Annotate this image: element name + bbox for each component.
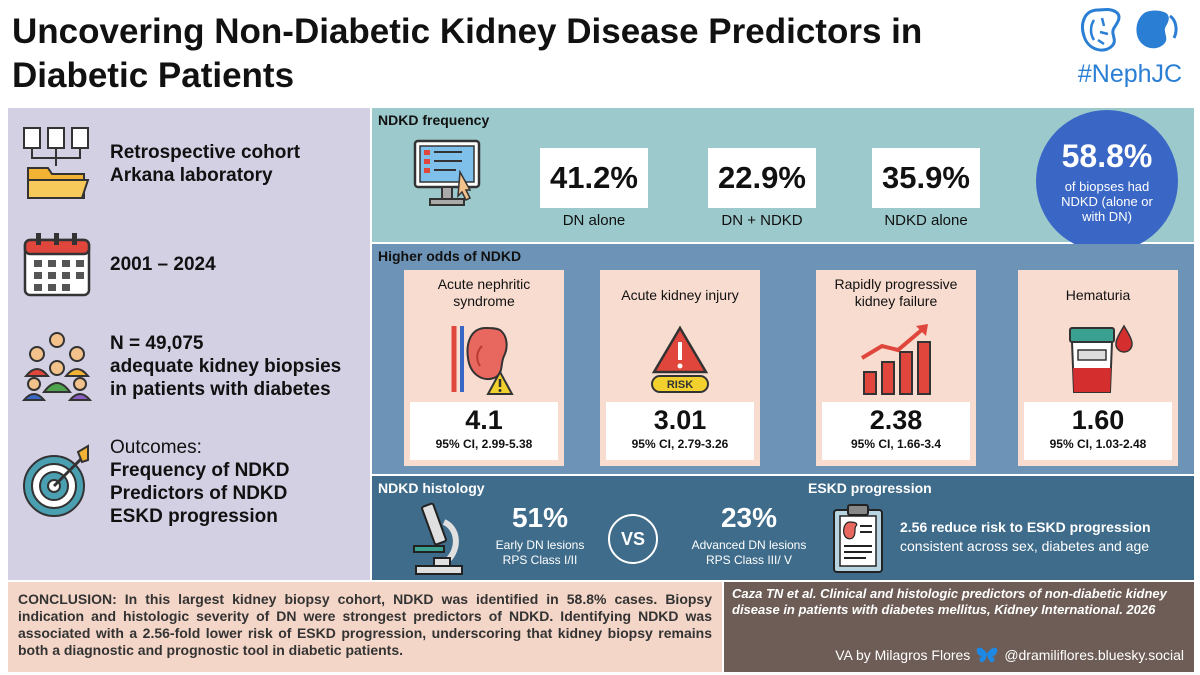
odds-ci: 95% CI, 1.03-2.48 (1049, 437, 1147, 451)
rising-bars-icon (860, 324, 931, 395)
odds-ratio-value: 4.1 (465, 405, 503, 435)
risk-alarm-icon: RISK (651, 325, 709, 393)
page-title: Uncovering Non-Diabetic Kidney Disease P… (12, 12, 923, 95)
outcomes-text: Outcomes: Frequency of NDKD Predictors o… (110, 436, 289, 528)
outcomes-heading: Outcomes: (110, 437, 202, 458)
dn-alone-caption: DN alone (562, 212, 626, 229)
sample-line3: in patients with diabetes (110, 378, 331, 400)
ndkd-frequency-panel: NDKD frequency 41.2% DN alone 22.9% DN +… (372, 108, 1194, 252)
advanced-lesions-line1: Advanced DN lesions (691, 538, 807, 552)
outcome-item: Frequency of NDKD (110, 460, 290, 481)
versus-badge: VS (608, 514, 658, 564)
outcome-item: Predictors of NDKD (110, 483, 288, 504)
odds-card-title: Acute kidney injury (621, 287, 739, 303)
early-lesions-line1: Early DN lesions (495, 538, 585, 552)
microscope-icon (413, 502, 463, 575)
nephjc-logo: #NephJC (1070, 6, 1190, 102)
cohort-line1: Retrospective cohort (110, 142, 301, 163)
advanced-lesions-pct: 23% (720, 502, 778, 533)
odds-ratio-value: 1.60 (1071, 405, 1125, 435)
odds-ci: 95% CI, 2.99-5.38 (435, 437, 533, 451)
period-row: 2001 – 2024 (22, 230, 367, 298)
urine-sample-icon (1069, 324, 1133, 393)
target-icon (23, 444, 89, 517)
sample-row: N = 49,075 adequate kidney biopsies in p… (22, 330, 367, 402)
odds-ci: 95% CI, 1.66-3.4 (850, 437, 942, 451)
odds-card-nephritic: Acute nephritic syndrome 4.1 95% CI, 2.9… (404, 270, 564, 466)
advanced-lesions-line2: RPS Class III/ V (705, 553, 793, 567)
people-group-icon (22, 332, 92, 401)
eskd-label: ESKD progression (808, 480, 932, 496)
odds-card-title: Acute nephritic syndrome (437, 276, 531, 309)
nephjc-tag: #NephJC (1077, 60, 1183, 88)
odds-card-value-box: 4.1 95% CI, 2.99-5.38 (410, 402, 558, 460)
cohort-line2: Arkana laboratory (110, 165, 273, 186)
eskd-line1: 2.56 reduce risk to ESKD progression (900, 519, 1151, 535)
dn-ndkd-caption: DN + NDKD (721, 212, 803, 229)
svg-text:RISK: RISK (667, 379, 693, 391)
odds-card-value-box: 2.38 95% CI, 1.66-3.4 (822, 402, 970, 460)
sample-text: N = 49,075 adequate kidney biopsies in p… (110, 332, 341, 401)
early-lesions-pct: 51% (511, 502, 569, 533)
study-design-panel: Retrospective cohort Arkana laboratory 2… (8, 108, 370, 580)
outcome-item: ESKD progression (110, 506, 278, 527)
clipboard-report-icon (833, 504, 883, 573)
dn-ndkd-value: 22.9% (708, 148, 816, 208)
kidney-warning-icon (451, 326, 514, 395)
author-credit: VA by Milagros Flores @dramiliflores.blu… (835, 646, 1184, 664)
dn-alone-value: 41.2% (540, 148, 648, 208)
folder-documents-icon (23, 127, 90, 199)
higher-odds-panel: Higher odds of NDKD Acute nephritic synd… (372, 244, 1194, 474)
odds-card-value-box: 1.60 95% CI, 1.03-2.48 (1024, 402, 1172, 460)
reference-panel: Caza TN et al. Clinical and histologic p… (724, 582, 1194, 672)
odds-ratio-value: 3.01 (653, 405, 707, 435)
early-lesions-line2: RPS Class I/II (502, 553, 578, 567)
histology-panel: NDKD histology 51% Early DN lesions RPS … (372, 476, 1194, 580)
odds-card-hematuria: Hematuria 1.60 95% CI, 1.03-2.48 (1018, 270, 1178, 466)
odds-card-title: Rapidly progressive kidney failure (834, 276, 958, 309)
computer-report-icon (413, 139, 481, 206)
histology-label: NDKD histology (378, 480, 485, 496)
eskd-line2: consistent across sex, diabetes and age (900, 538, 1150, 554)
odds-ratio-value: 2.38 (869, 405, 923, 435)
cohort-text: Retrospective cohort Arkana laboratory (110, 141, 300, 187)
butterfly-icon (977, 647, 998, 663)
kidney-icon (1081, 8, 1178, 52)
odds-card-value-box: 3.01 95% CI, 2.79-3.26 (606, 402, 754, 460)
ndkd-summary-circle: 58.8% of biopses had NDKD (alone or with… (1036, 110, 1178, 252)
ndkd-summary-text: of biopses had NDKD (alone or with DN) (1061, 179, 1153, 224)
ndkd-alone-caption: NDKD alone (884, 212, 968, 229)
ndkd-alone-value: 35.9% (872, 148, 980, 208)
cohort-row: Retrospective cohort Arkana laboratory (22, 126, 367, 202)
calendar-icon (23, 233, 91, 297)
odds-ci: 95% CI, 2.79-3.26 (631, 437, 729, 451)
conclusion-text: CONCLUSION: In this largest kidney biops… (8, 582, 722, 672)
author-handle: @dramiliflores.bluesky.social (1004, 647, 1184, 663)
ndkd-summary-value: 58.8% (1061, 138, 1153, 174)
odds-label: Higher odds of NDKD (378, 248, 522, 264)
citation-text: Caza TN et al. Clinical and histologic p… (732, 586, 1167, 617)
author-name: VA by Milagros Flores (835, 647, 971, 663)
outcomes-row: Outcomes: Frequency of NDKD Predictors o… (22, 436, 367, 528)
frequency-label: NDKD frequency (378, 112, 490, 128)
odds-card-aki: Acute kidney injury RISK 3.01 95% CI, 2.… (600, 270, 760, 466)
period-text: 2001 – 2024 (110, 253, 216, 275)
sample-line2: adequate kidney biopsies (110, 355, 342, 377)
sample-line1: N = 49,075 (110, 332, 204, 354)
odds-card-title: Hematuria (1065, 287, 1131, 303)
odds-card-rpgn: Rapidly progressive kidney failure 2.38 … (816, 270, 976, 466)
